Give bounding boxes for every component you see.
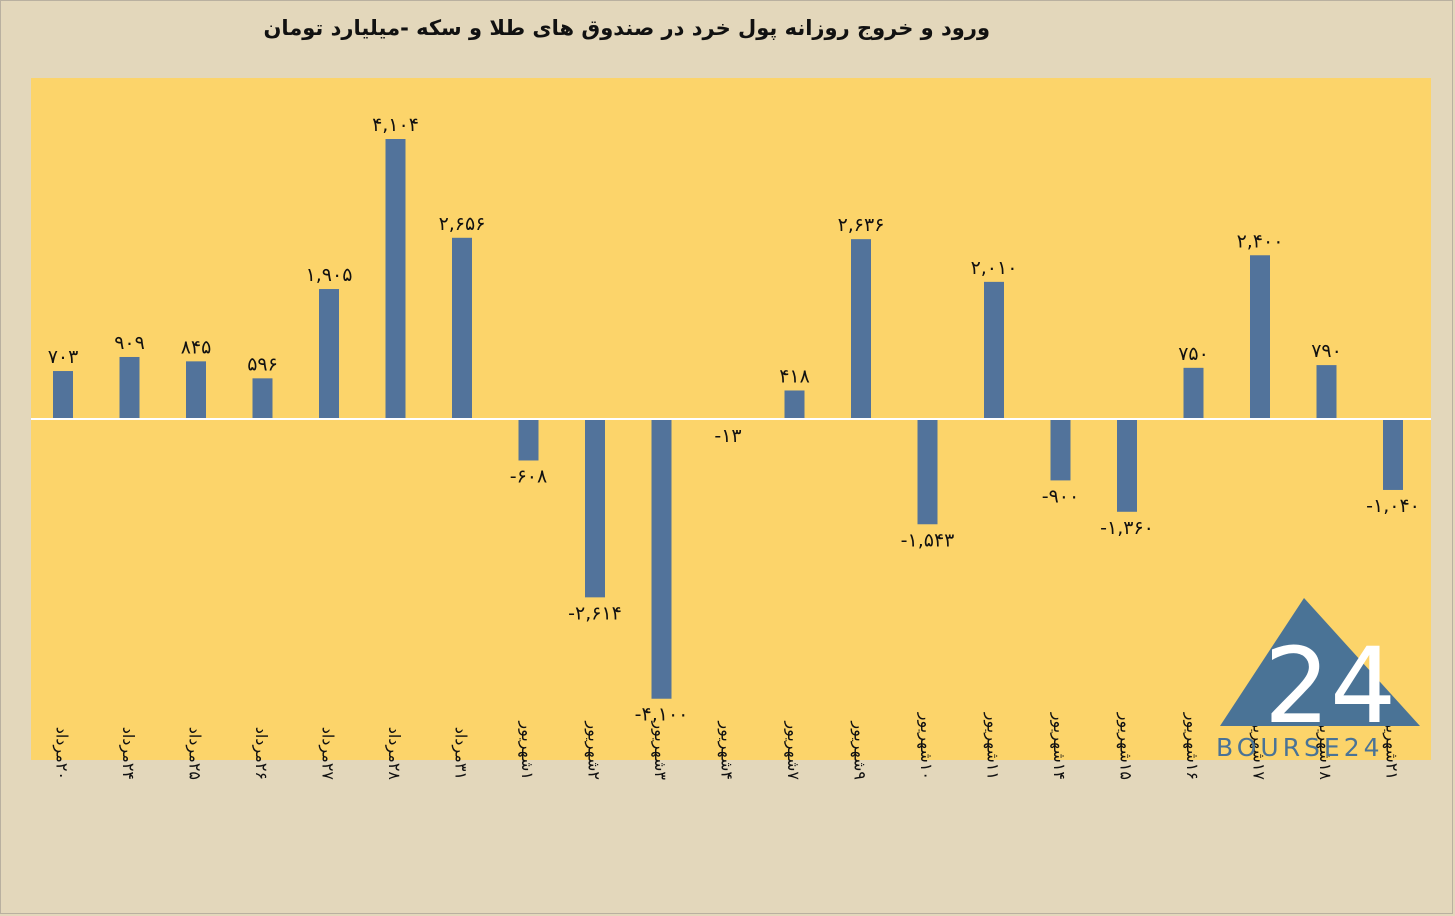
category-label: ۹شهریور [850, 720, 870, 780]
data-label: ۲,۶۵۶ [439, 213, 486, 235]
category-label: ۱۷شهریور [1249, 712, 1269, 781]
category-label: ۱۵شهریور [1116, 712, 1136, 780]
data-label: ۲,۰۱۰ [971, 257, 1018, 279]
category-label: ۱۸شهریور [1315, 712, 1335, 781]
bar [984, 281, 1004, 419]
bar [917, 419, 938, 525]
category-label: ۱شهریور [517, 720, 537, 780]
category-label: ۲۴مرداد [118, 727, 138, 780]
data-label: ۲,۴۰۰ [1237, 230, 1284, 252]
data-label: ۹۰۹ [114, 332, 145, 354]
category-label: ۱۱شهریور [983, 712, 1003, 780]
data-label: -۱۳ [714, 425, 741, 447]
data-label: ۵۹۶ [247, 353, 278, 375]
bar [1316, 365, 1337, 419]
data-label: ۴۱۸ [779, 365, 810, 387]
bar [1383, 419, 1403, 490]
data-label: ۱,۹۰۵ [306, 264, 353, 286]
chart-title: ورود و خروج روزانه پول خرد در صندوق های … [263, 16, 990, 40]
data-label: ۷۰۳ [48, 346, 79, 368]
logo-mark: 24 [1264, 625, 1396, 747]
category-labels-group: ۲۰مرداد ۲۴مرداد ۲۵مرداد ۲۶مرداد ۲۷مرداد ۲۸مرد… [52, 712, 1402, 781]
value-labels-group: ۷۰۳ ۹۰۹ ۸۴۵ ۵۹۶ ۱,۹۰۵ ۴,۱۰۴ ۲,۶۵۶ -۶۰۸ -۲,۶۱۴ -۴,… [48, 114, 1420, 726]
bar [186, 361, 206, 419]
data-label: -۱,۳۶۰ [1100, 517, 1154, 539]
data-label: ۸۴۵ [181, 336, 212, 358]
data-label: -۱,۵۴۳ [901, 529, 955, 551]
bars-group [53, 139, 1403, 699]
logo-text: BOURSE24 [1216, 733, 1384, 762]
bar [452, 237, 472, 419]
category-label: ۲۷مرداد [318, 727, 338, 781]
bar [53, 371, 73, 419]
bar [1183, 367, 1204, 419]
bar [385, 139, 406, 419]
data-label: -۱,۰۴۰ [1366, 495, 1420, 517]
category-label: ۳شهریور [650, 720, 670, 780]
bar [1250, 255, 1270, 419]
bar [585, 419, 605, 598]
category-label: ۳۱مرداد [451, 727, 471, 780]
data-label: -۶۰۸ [510, 465, 547, 487]
bar [252, 378, 273, 419]
category-label: ۲۸مرداد [384, 727, 404, 781]
bourse24-logo: 24 [1220, 598, 1420, 747]
category-label: ۲شهریور [584, 720, 604, 780]
category-label: ۲۰مرداد [52, 727, 72, 780]
data-label: -۴,۱۰۰ [635, 704, 689, 726]
logo-triangle [1220, 598, 1420, 726]
data-label: -۲,۶۱۴ [568, 602, 622, 624]
bar [651, 419, 672, 699]
data-label: ۷۹۰ [1311, 340, 1342, 362]
category-label: ۲۵مرداد [185, 727, 205, 780]
bar [1050, 419, 1071, 481]
category-label: ۲۶مرداد [251, 727, 271, 780]
bar [119, 356, 140, 419]
bar [851, 239, 871, 419]
category-label: ۱۶شهریور [1182, 712, 1202, 780]
category-label: ۲۱شهریور [1382, 712, 1402, 780]
bar [518, 419, 539, 461]
data-label: -۹۰۰ [1042, 485, 1079, 507]
bar [319, 289, 339, 419]
category-label: ۱۰شهریور [916, 712, 936, 780]
data-label: ۴,۱۰۴ [372, 114, 419, 136]
data-label: ۲,۶۳۶ [838, 214, 885, 236]
data-label: ۷۵۰ [1178, 343, 1209, 365]
category-label: ۱۴شهریور [1049, 712, 1069, 780]
category-label: ۴شهریور [717, 720, 737, 780]
category-label: ۷شهریور [783, 720, 803, 780]
bar [784, 390, 805, 419]
bar [1117, 419, 1137, 512]
